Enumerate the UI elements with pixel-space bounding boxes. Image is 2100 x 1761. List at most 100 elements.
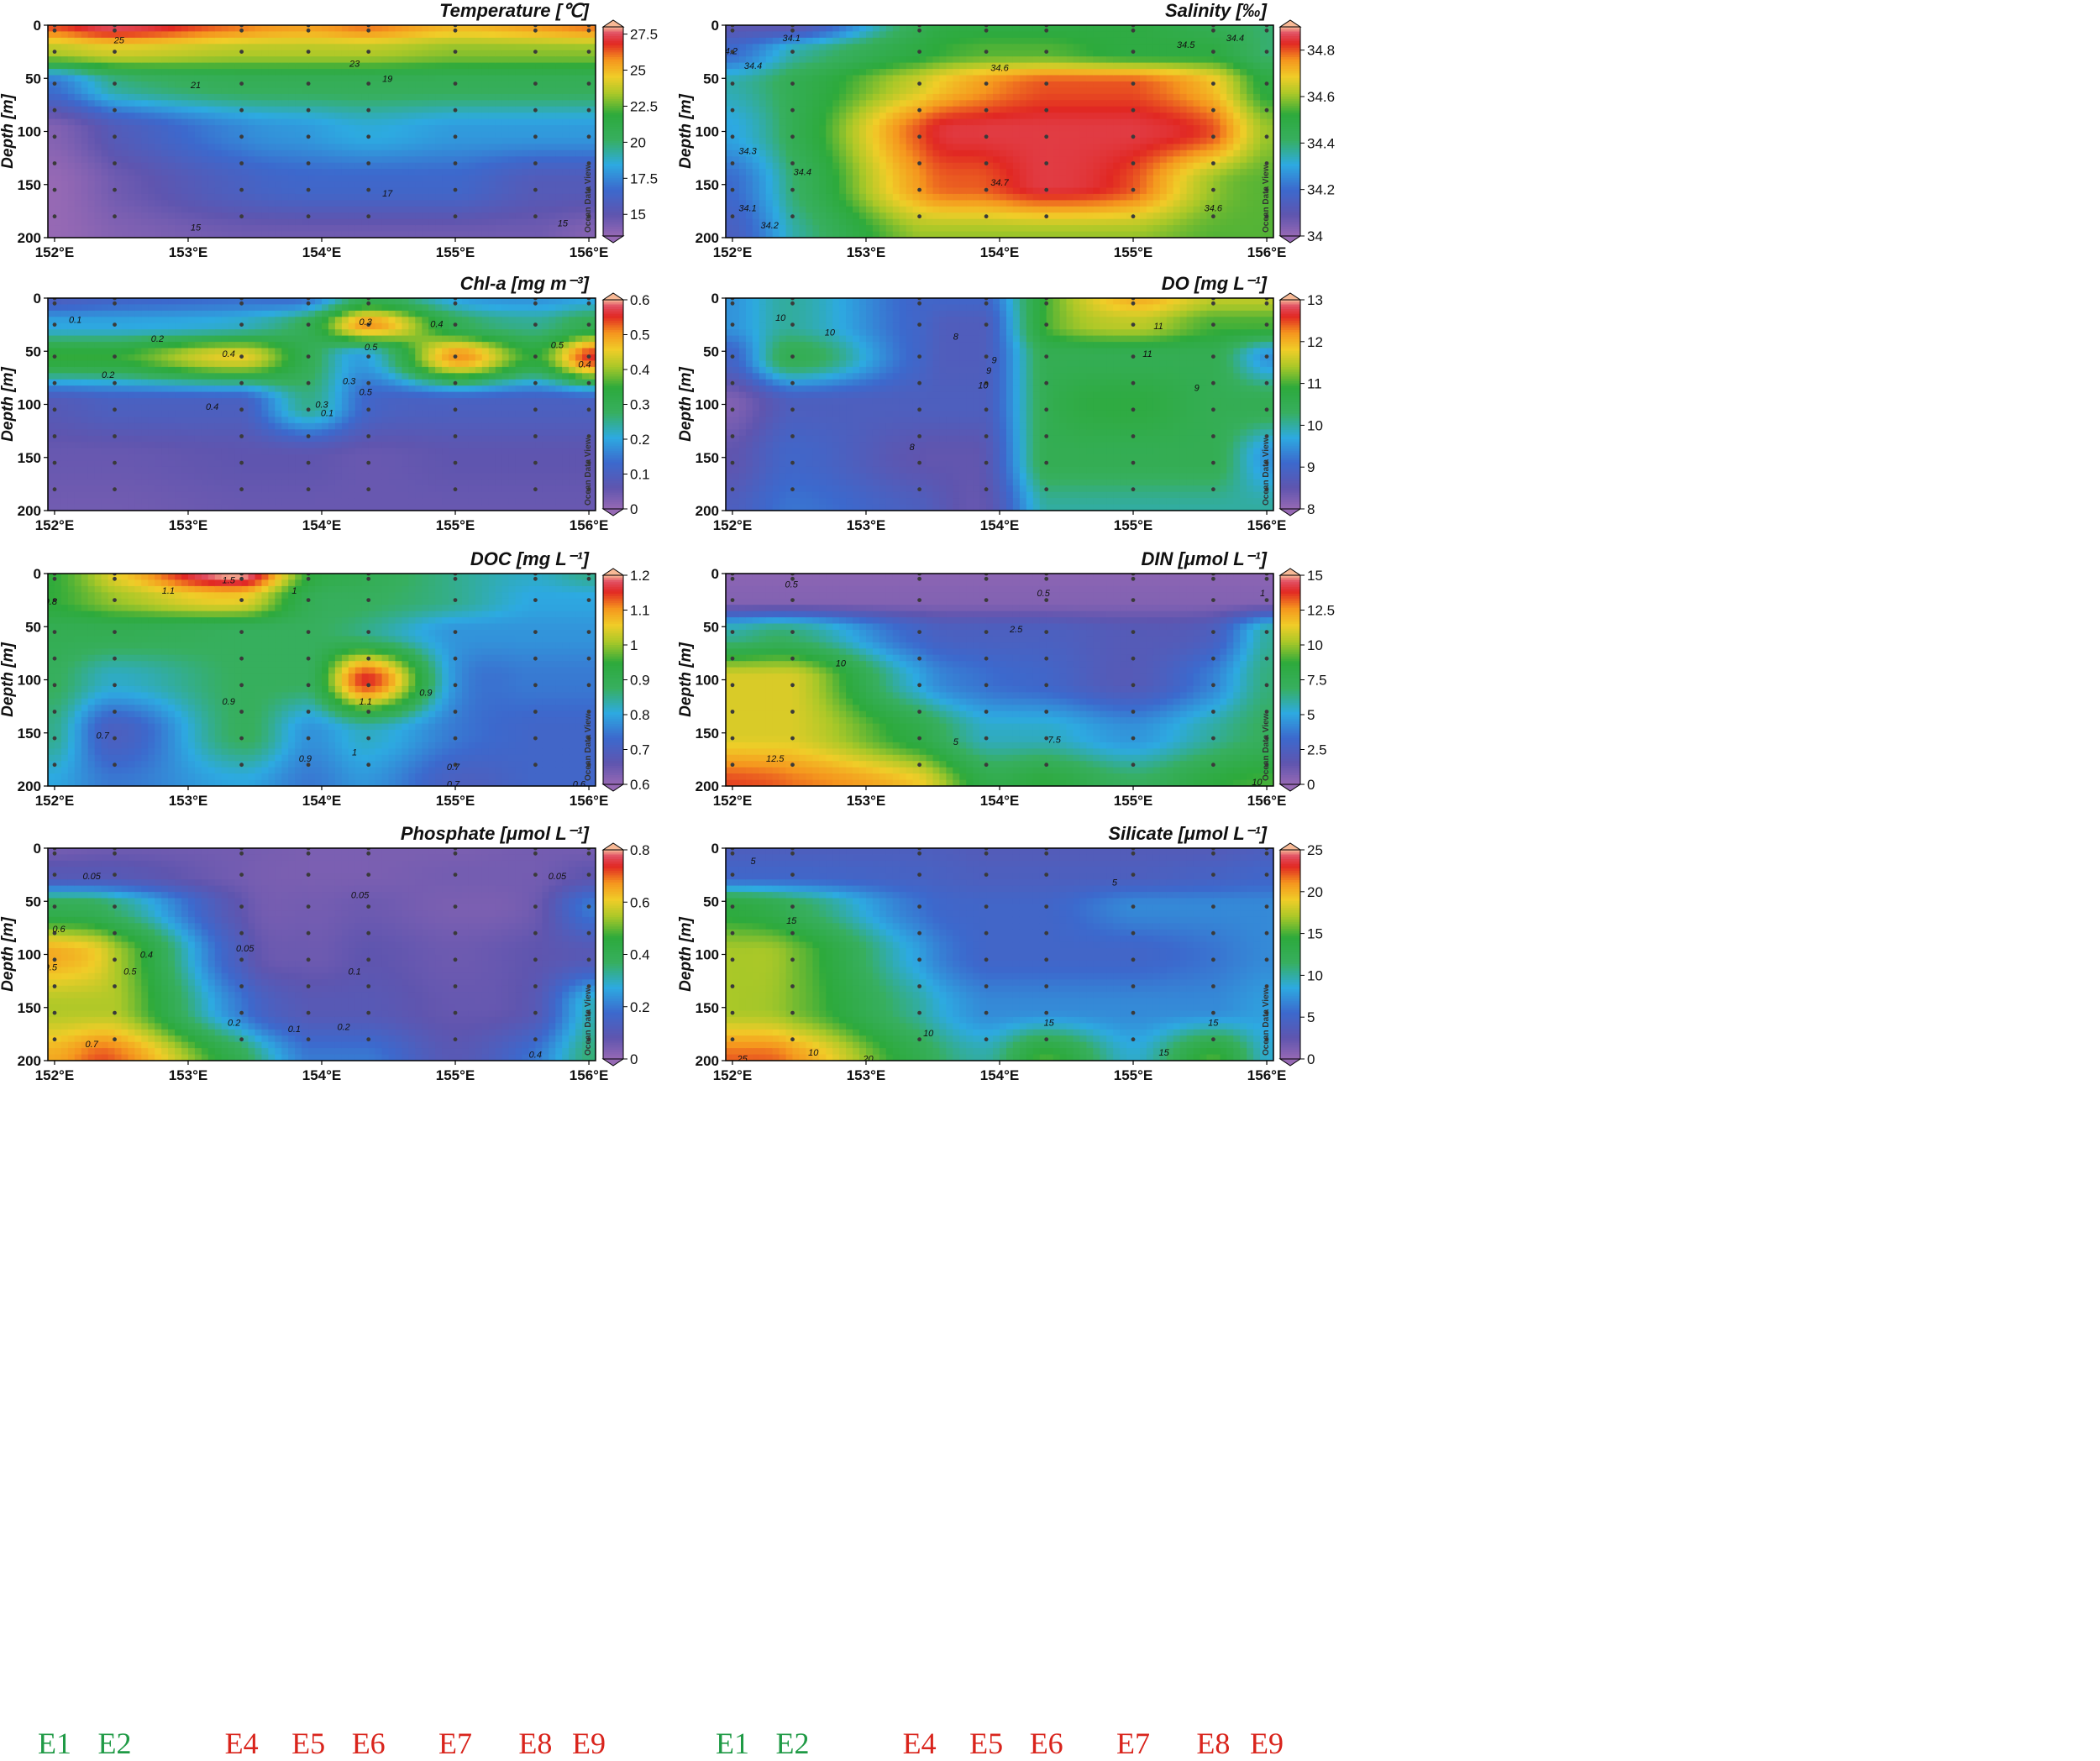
sample-point [113, 1010, 117, 1015]
x-tick-label: 152°E [35, 1067, 75, 1083]
colorbar: 0.6 0.7 0.8 0.9 1 1.1 1.2 [601, 568, 650, 793]
contour-label: 0.7 [86, 1040, 99, 1050]
sample-point [790, 487, 795, 492]
sample-point [730, 134, 735, 139]
sample-point [1264, 322, 1269, 327]
contour-label: 25 [113, 36, 125, 46]
y-tick-label: 0 [34, 291, 41, 307]
sample-point [1211, 930, 1215, 936]
contour-label: 0.3 [343, 377, 356, 387]
contour-label: 5 [751, 857, 757, 867]
sample-point [366, 710, 371, 714]
sample-point [730, 656, 735, 661]
sample-point [453, 1037, 458, 1042]
sample-point [984, 957, 989, 962]
colorbar: 0 5 10 15 20 25 [1278, 842, 1323, 1067]
station-label: E2 [98, 1727, 132, 1760]
sample-point [239, 656, 244, 661]
sample-point [984, 214, 989, 219]
x-tick-label: 152°E [35, 517, 75, 533]
sample-point [306, 81, 311, 86]
sample-point [239, 81, 244, 86]
x-tick-label: 152°E [713, 793, 753, 809]
sample-point [1131, 984, 1136, 988]
sample-point [52, 187, 57, 192]
sample-point [917, 598, 921, 602]
sample-point [790, 873, 795, 877]
sample-point [1044, 576, 1049, 581]
field: 0.10.20.3 0.40.30.50.40.20.50.40.40.50.10… [48, 298, 596, 511]
sample-point [533, 598, 538, 602]
x-tick-label: 156°E [570, 793, 609, 809]
station-label: E7 [438, 1727, 472, 1760]
sample-point [52, 322, 57, 327]
sample-point [730, 598, 735, 602]
y-tick-label: 100 [18, 124, 41, 140]
station-label: E2 [776, 1727, 810, 1760]
watermark: Ocean Data View [1262, 988, 1271, 1056]
sample-point [533, 322, 538, 327]
sample-point [1044, 380, 1049, 385]
sample-point [984, 107, 989, 113]
contour-label: 0.4 [206, 402, 218, 412]
y-tick-label: 100 [18, 947, 41, 963]
sample-point [306, 434, 311, 438]
sample-point [586, 107, 591, 113]
sample-point [533, 683, 538, 688]
sample-point [790, 214, 795, 219]
sample-point [1211, 904, 1215, 909]
sample-point [790, 50, 795, 54]
sample-point [113, 873, 117, 877]
colorbar-tick-label: 0.7 [630, 742, 650, 758]
sample-point [1131, 50, 1136, 54]
sample-point [52, 214, 57, 219]
sample-point [453, 930, 458, 936]
contour-label: 0.05 [549, 872, 567, 882]
y-tick-label: 200 [18, 230, 41, 246]
sample-point [1044, 434, 1049, 438]
y-tick-label: 50 [703, 71, 719, 86]
contour-label: 0.7 [97, 731, 110, 741]
sample-point [586, 656, 591, 661]
sample-point [1044, 354, 1049, 359]
y-tick-label: 50 [703, 343, 719, 359]
sample-point [113, 380, 117, 385]
colorbar-tick-label: 15 [1307, 926, 1323, 942]
sample-point [453, 380, 458, 385]
sample-point [453, 322, 458, 327]
y-tick-label: 150 [18, 177, 41, 193]
contour-label: 0.3 [315, 401, 328, 411]
contour-label: 0.5 [365, 343, 378, 353]
sample-point [1131, 630, 1136, 634]
contour-label: 8 [953, 333, 959, 343]
sample-point [984, 1037, 989, 1042]
sample-point [533, 984, 538, 988]
sample-point [453, 460, 458, 465]
sample-point [1131, 380, 1136, 385]
y-tick-label: 150 [696, 1000, 719, 1016]
sample-point [239, 1037, 244, 1042]
x-tick-label: 154°E [302, 793, 342, 809]
sample-point [984, 81, 989, 86]
sample-point [366, 873, 371, 877]
sample-point [306, 487, 311, 492]
x-tick-label: 156°E [1247, 1067, 1287, 1083]
sample-point [730, 322, 735, 327]
sample-point [1264, 134, 1269, 139]
x-tick-label: 152°E [713, 244, 753, 260]
y-tick-label: 0 [711, 18, 719, 34]
x-tick-label: 156°E [1247, 244, 1287, 260]
sample-point [790, 322, 795, 327]
sample-point [453, 984, 458, 988]
sample-point [239, 957, 244, 962]
sample-point [306, 851, 311, 856]
sample-point [790, 930, 795, 936]
sample-point [917, 28, 921, 33]
x-tick-label: 154°E [980, 1067, 1020, 1083]
sample-point [917, 683, 921, 688]
sample-point [453, 598, 458, 602]
colorbar-tick-label: 13 [1307, 292, 1323, 308]
sample-point [1264, 1010, 1269, 1015]
